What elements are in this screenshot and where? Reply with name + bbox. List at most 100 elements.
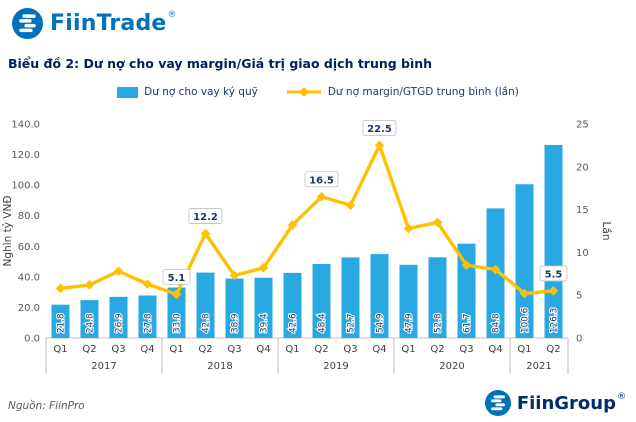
bar xyxy=(283,272,302,338)
bar-value-label: 47.9 xyxy=(405,313,415,333)
bar xyxy=(109,296,128,338)
y-left-tick-label: 20.0 xyxy=(18,303,40,314)
y-left-tick-label: 140.0 xyxy=(11,120,40,131)
x-quarter-label: Q4 xyxy=(140,344,154,355)
x-year-label: 2017 xyxy=(91,361,116,372)
bar-value-label: 39.4 xyxy=(260,313,270,333)
bar-value-label: 24.8 xyxy=(86,313,96,333)
x-quarter-label: Q2 xyxy=(82,344,96,355)
line-marker-diamond xyxy=(548,286,559,296)
y-right-tick-label: 5 xyxy=(576,291,582,302)
bar xyxy=(225,278,244,338)
bar-value-label: 126.3 xyxy=(550,308,560,333)
source-note: Nguồn: FiinPro xyxy=(8,400,85,412)
margin-ratio-line xyxy=(58,143,556,297)
line-marker-diamond xyxy=(113,266,124,277)
line-marker-diamond xyxy=(345,200,356,211)
bar-value-label: 52.7 xyxy=(347,313,357,333)
fiintrade-logo: FiinTrade ® xyxy=(12,8,177,39)
bar xyxy=(341,257,360,338)
line-data-label: 5.5 xyxy=(545,269,563,280)
chart-plot: 0.0 20.0 40.0 60.0 80.0 100.0 120.0 140.0 0 5 10 15… xyxy=(2,120,612,374)
x-quarter-label: Q1 xyxy=(401,344,415,355)
line-marker-diamond xyxy=(432,217,443,228)
bar-value-label: 33.0 xyxy=(173,313,183,333)
bar xyxy=(196,272,215,338)
line-data-label: 5.1 xyxy=(168,273,186,284)
fiingroup-brand-text: FiinGroup xyxy=(516,392,616,414)
bar-value-label: 84.8 xyxy=(492,313,502,333)
bar xyxy=(51,304,70,338)
line-data-label: 16.5 xyxy=(309,175,334,186)
y-right-tick-label: 20 xyxy=(576,162,589,173)
y-right-tick-label: 15 xyxy=(576,205,589,216)
y-left-tick-label: 100.0 xyxy=(11,181,40,192)
x-quarter-label: Q1 xyxy=(517,344,531,355)
line-marker-diamond xyxy=(84,280,95,290)
line-data-label-box xyxy=(304,171,339,188)
bar-value-label: 61.7 xyxy=(463,313,473,333)
bar-value-label: 54.9 xyxy=(376,313,386,333)
x-quarter-label: Q1 xyxy=(169,344,183,355)
line-marker-diamond xyxy=(171,289,182,300)
bar xyxy=(138,295,157,338)
line-marker-diamond xyxy=(490,264,501,275)
y-left-tick-label: 40.0 xyxy=(18,272,40,283)
fiingroup-logo-icon xyxy=(484,390,511,416)
line-marker-diamond xyxy=(55,283,66,294)
line-marker-diamond xyxy=(461,260,472,271)
x-quarter-label: Q1 xyxy=(285,344,299,355)
bar-value-label: 48.4 xyxy=(318,313,328,333)
bar xyxy=(167,287,186,338)
y-left-tick-label: 0.0 xyxy=(24,334,40,345)
bar xyxy=(370,254,389,338)
bar-value-label: 27.8 xyxy=(144,313,154,333)
bar xyxy=(254,277,273,338)
line-marker-diamond xyxy=(200,228,211,239)
y-left-tick-label: 60.0 xyxy=(18,242,40,253)
x-quarter-label: Q2 xyxy=(314,344,328,355)
line-data-label-box xyxy=(188,208,223,224)
x-quarter-label: Q3 xyxy=(343,344,357,355)
line-data-label: 12.2 xyxy=(193,212,218,223)
chart-legend: Dư nợ cho vay ký quỹ Dư nợ margin/GTGD t… xyxy=(0,86,636,98)
bar xyxy=(312,264,331,338)
bar-value-label: 52.8 xyxy=(434,313,444,333)
bar-value-label: 100.6 xyxy=(521,307,531,333)
x-quarter-label: Q4 xyxy=(488,344,502,355)
y-left-tick-label: 120.0 xyxy=(11,150,40,161)
bar-value-label: 42.6 xyxy=(289,313,299,333)
line-data-label-box xyxy=(539,265,568,282)
line-marker-diamond xyxy=(403,223,414,234)
x-quarter-label: Q4 xyxy=(256,344,270,355)
fiingroup-logo: FiinGroup ® xyxy=(484,390,626,416)
line-marker-diamond xyxy=(229,270,240,281)
x-year-label: 2021 xyxy=(526,361,551,372)
y-right-tick-label: 10 xyxy=(576,248,589,259)
bar-value-label: 42.8 xyxy=(202,313,212,333)
legend-item-bar-series: Dư nợ cho vay ký quỹ xyxy=(117,86,258,98)
line-marker-diamond xyxy=(519,288,530,299)
bar-series-swatch xyxy=(117,86,139,98)
y-right-axis-title: Lần xyxy=(600,222,612,241)
bar-value-label: 21.8 xyxy=(57,313,67,333)
bar-value-label: 38.9 xyxy=(231,313,241,333)
line-series-swatch xyxy=(286,87,321,97)
line-series-label: Dư nợ margin/GTGD trung bình (lần) xyxy=(327,86,519,98)
legend-item-line-series: Dư nợ margin/GTGD trung bình (lần) xyxy=(286,86,519,98)
x-year-label: 2019 xyxy=(323,361,348,372)
line-marker-diamond xyxy=(142,279,153,289)
x-year-label: 2018 xyxy=(207,361,232,372)
bar xyxy=(80,300,99,338)
x-quarter-label: Q3 xyxy=(459,344,473,355)
fiintrade-brand-text: FiinTrade xyxy=(50,11,167,36)
x-quarter-label: Q2 xyxy=(546,344,560,355)
x-quarter-label: Q1 xyxy=(53,344,67,355)
bar-value-label: 26.9 xyxy=(115,313,125,333)
line-data-label-box xyxy=(162,268,191,285)
bar-series-label: Dư nợ cho vay ký quỹ xyxy=(144,86,258,98)
fiintrade-logo-icon xyxy=(12,8,43,39)
x-quarter-label: Q3 xyxy=(111,344,125,355)
bar xyxy=(428,257,447,338)
